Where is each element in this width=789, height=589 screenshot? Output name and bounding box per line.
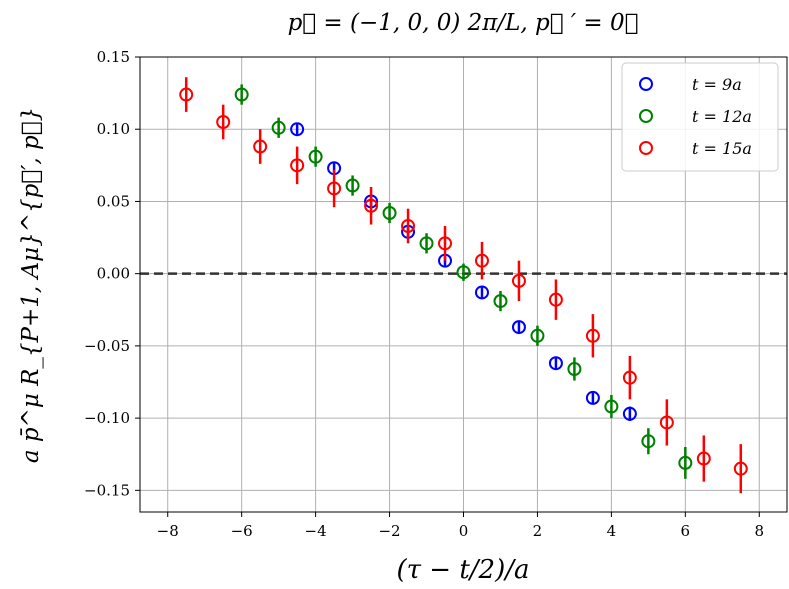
y-axis-label: a p̄^μ R_{P+1, Aμ}^{p⃗′, p⃗} bbox=[18, 107, 44, 463]
x-tick-label: 2 bbox=[533, 522, 543, 540]
data-point bbox=[327, 181, 342, 196]
data-point bbox=[290, 122, 305, 137]
data-point bbox=[474, 285, 489, 300]
data-point bbox=[548, 292, 563, 307]
data-point bbox=[253, 139, 268, 154]
x-tick-label: −6 bbox=[231, 522, 253, 540]
data-point bbox=[511, 320, 526, 335]
data-point bbox=[474, 253, 489, 268]
data-point bbox=[382, 206, 397, 220]
series-1 bbox=[234, 84, 693, 479]
data-point bbox=[438, 236, 453, 251]
data-point bbox=[419, 236, 434, 251]
data-point bbox=[585, 390, 600, 405]
data-point bbox=[234, 87, 249, 102]
data-point bbox=[308, 149, 323, 164]
data-point bbox=[622, 406, 637, 421]
data-point bbox=[604, 399, 619, 414]
y-tick-label: −0.15 bbox=[84, 481, 130, 499]
data-point bbox=[585, 328, 600, 343]
data-point bbox=[567, 362, 582, 376]
y-tick-label: 0.10 bbox=[97, 120, 130, 138]
data-point bbox=[696, 451, 711, 466]
data-point bbox=[345, 178, 360, 193]
data-point bbox=[530, 328, 545, 343]
y-tick-label: 0.05 bbox=[97, 192, 130, 210]
x-tick-label: −2 bbox=[378, 522, 400, 540]
legend-marker bbox=[639, 141, 653, 155]
x-tick-label: 0 bbox=[459, 522, 469, 540]
y-tick-label: 0.00 bbox=[97, 265, 130, 283]
data-point bbox=[456, 265, 471, 280]
x-tick-label: −4 bbox=[305, 522, 327, 540]
y-tick-label: −0.10 bbox=[84, 409, 130, 427]
x-tick-label: 6 bbox=[681, 522, 691, 540]
legend-label: t = 15a bbox=[692, 139, 752, 158]
data-point bbox=[179, 87, 194, 102]
y-tick-label: −0.05 bbox=[84, 337, 130, 355]
legend: t = 9a t = 12a t = 15a bbox=[621, 62, 779, 172]
x-tick-label: 4 bbox=[607, 522, 617, 540]
data-point bbox=[271, 120, 286, 135]
data-point bbox=[641, 434, 656, 449]
data-point bbox=[659, 415, 674, 430]
data-point bbox=[493, 294, 508, 309]
data-point bbox=[511, 273, 526, 288]
legend-label: t = 12a bbox=[692, 107, 752, 126]
x-tick-label: 8 bbox=[754, 522, 764, 540]
x-axis-label: (τ − t/2)/a bbox=[397, 555, 530, 585]
data-point bbox=[216, 115, 231, 129]
legend-label: t = 9a bbox=[692, 75, 742, 94]
legend-marker bbox=[639, 109, 653, 123]
data-point bbox=[622, 370, 637, 385]
chart-title: p⃗ = (−1, 0, 0) 2π/L, p⃗ ′ = 0⃗ bbox=[288, 10, 639, 36]
legend-marker bbox=[639, 77, 653, 91]
data-point bbox=[364, 198, 379, 213]
legend-box bbox=[621, 62, 779, 172]
data-point bbox=[290, 158, 305, 173]
series-2 bbox=[179, 77, 748, 494]
y-tick-label: 0.15 bbox=[97, 48, 130, 66]
data-series bbox=[179, 77, 748, 494]
x-tick-label: −8 bbox=[157, 522, 179, 540]
y-axis-ticks: 0.15 0.10 0.05 0.00 −0.05 −0.10 −0.15 bbox=[84, 48, 140, 499]
data-point bbox=[733, 461, 748, 476]
x-axis-ticks: −8 −6 −4 −2 0 2 4 6 8 bbox=[157, 512, 764, 540]
data-point bbox=[548, 356, 563, 371]
data-point bbox=[401, 219, 416, 233]
data-point bbox=[678, 455, 693, 470]
